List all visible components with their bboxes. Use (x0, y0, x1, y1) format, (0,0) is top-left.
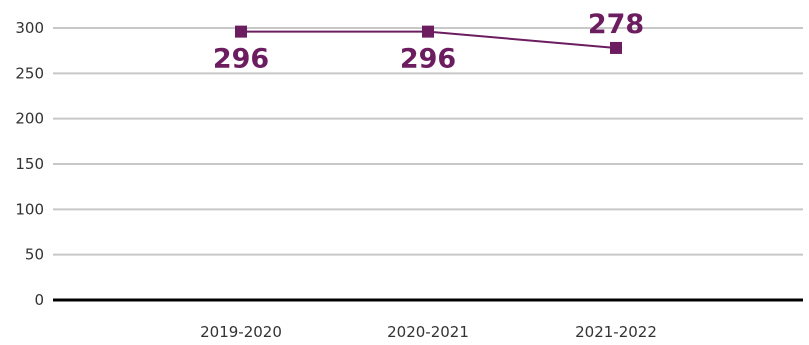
y-tick-label: 250 (15, 64, 44, 82)
data-point-marker (235, 25, 247, 38)
data-label: 296 (400, 44, 456, 75)
x-tick-label: 2020-2021 (387, 323, 469, 341)
y-tick-label: 200 (15, 110, 44, 128)
y-tick-label: 50 (25, 246, 44, 264)
y-tick-label: 0 (34, 291, 44, 309)
y-tick-label: 150 (15, 155, 44, 173)
y-tick-label: 300 (15, 19, 44, 37)
data-point-marker (610, 41, 622, 54)
series-markers (235, 25, 622, 54)
x-tick-label: 2021-2022 (575, 323, 657, 341)
data-label: 278 (588, 9, 644, 40)
y-tick-label: 100 (15, 200, 44, 218)
data-labels: 296 296 278 (213, 9, 644, 75)
data-point-marker (422, 25, 434, 38)
x-axis-tick-labels: 2019-2020 2020-2021 2021-2022 (200, 323, 657, 341)
x-tick-label: 2019-2020 (200, 323, 282, 341)
gridlines (53, 27, 803, 302)
data-label: 296 (213, 44, 269, 75)
y-axis-tick-labels: 0 50 100 150 200 250 300 (15, 19, 44, 309)
